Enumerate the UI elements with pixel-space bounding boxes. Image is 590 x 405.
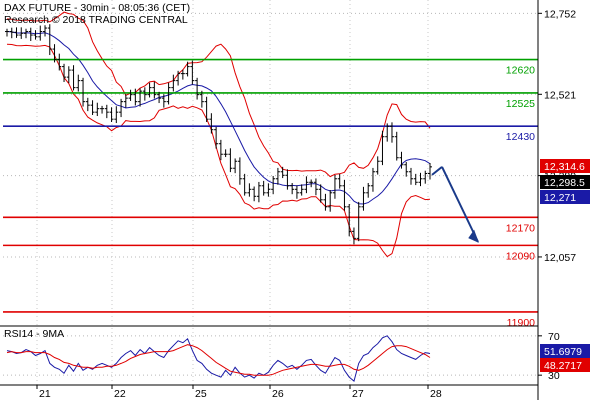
level-label: 12430 [506, 131, 535, 143]
price-tag: 12,298.5 [544, 177, 585, 189]
header-line2: Research © 2018 TRADING CENTRAL [4, 14, 188, 26]
price-tag-box [540, 190, 590, 204]
price-tag-box [540, 159, 590, 173]
level-label: 12620 [506, 65, 535, 77]
x-tick-label: 22 [114, 388, 126, 400]
x-tick-label: 27 [352, 388, 364, 400]
y-tick-label: 12,521 [544, 89, 576, 101]
rsi-title: RSI14 - 9MA [4, 328, 64, 340]
y-tick-label: 12,057 [544, 252, 576, 264]
projection-stem [431, 166, 443, 176]
level-label: 12090 [506, 250, 535, 262]
x-tick-label: 21 [39, 388, 51, 400]
level-label: 11900 [507, 317, 536, 329]
projection-arrow-line [441, 166, 479, 243]
x-tick-label: 28 [430, 388, 442, 400]
rsi-value-tag: 51.6979 [544, 346, 582, 358]
bollinger-upper [6, 11, 431, 178]
rsi-value-tag-box [540, 344, 590, 358]
level-label: 12525 [506, 98, 535, 110]
bollinger-lower [6, 43, 431, 258]
x-tick-label: 25 [195, 388, 207, 400]
rsi-y-tick-label: 30 [548, 370, 560, 382]
rsi-value-tag: 48.2717 [544, 360, 582, 372]
price-tag-box [540, 175, 590, 189]
header-line1: DAX FUTURE - 30min - 08:05:36 (CET) [4, 2, 190, 14]
x-tick-label: 26 [272, 388, 284, 400]
projection-arrow-head [468, 229, 479, 243]
rsi-value-tag-box [540, 358, 590, 372]
moving-average [6, 31, 431, 205]
level-label: 12170 [506, 222, 535, 234]
rsi-line [6, 335, 431, 382]
price-tag: 12,271 [544, 192, 576, 204]
rsi-ma-line [6, 344, 431, 376]
price-tag: 12,314.6 [544, 161, 585, 173]
rsi-y-tick-label: 70 [548, 331, 560, 343]
y-tick-label: 12,752 [544, 8, 576, 20]
